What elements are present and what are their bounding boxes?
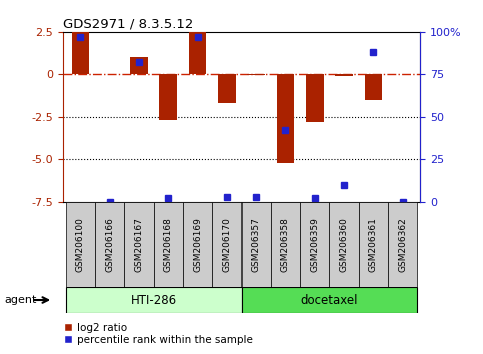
Text: GSM206357: GSM206357: [252, 217, 261, 272]
Bar: [66, 202, 95, 287]
Text: GSM206358: GSM206358: [281, 217, 290, 272]
Bar: [365, 74, 382, 100]
Bar: [271, 202, 300, 287]
Bar: [159, 74, 177, 120]
Bar: [247, 74, 265, 75]
Text: GSM206359: GSM206359: [310, 217, 319, 272]
Bar: [277, 74, 294, 163]
Text: GSM206100: GSM206100: [76, 217, 85, 272]
Text: GSM206168: GSM206168: [164, 217, 173, 272]
Text: agent: agent: [5, 295, 37, 305]
Text: HTI-286: HTI-286: [130, 293, 177, 307]
Bar: [242, 202, 271, 287]
Text: GSM206166: GSM206166: [105, 217, 114, 272]
Bar: [95, 202, 124, 287]
Bar: [154, 202, 183, 287]
Bar: [71, 32, 89, 74]
Text: GSM206170: GSM206170: [222, 217, 231, 272]
Text: docetaxel: docetaxel: [300, 293, 358, 307]
Bar: [124, 202, 154, 287]
Bar: [242, 287, 417, 313]
Text: GSM206361: GSM206361: [369, 217, 378, 272]
Text: GSM206167: GSM206167: [134, 217, 143, 272]
Bar: [388, 202, 417, 287]
Text: GSM206360: GSM206360: [340, 217, 349, 272]
Bar: [183, 202, 212, 287]
Text: GSM206169: GSM206169: [193, 217, 202, 272]
Bar: [189, 32, 206, 74]
Legend: log2 ratio, percentile rank within the sample: log2 ratio, percentile rank within the s…: [58, 318, 257, 349]
Bar: [218, 74, 236, 103]
Bar: [66, 287, 242, 313]
Text: GDS2971 / 8.3.5.12: GDS2971 / 8.3.5.12: [63, 18, 193, 31]
Bar: [359, 202, 388, 287]
Bar: [300, 202, 329, 287]
Bar: [335, 74, 353, 76]
Bar: [306, 74, 324, 122]
Bar: [212, 202, 242, 287]
Bar: [329, 202, 359, 287]
Text: GSM206362: GSM206362: [398, 217, 407, 272]
Bar: [130, 57, 148, 74]
